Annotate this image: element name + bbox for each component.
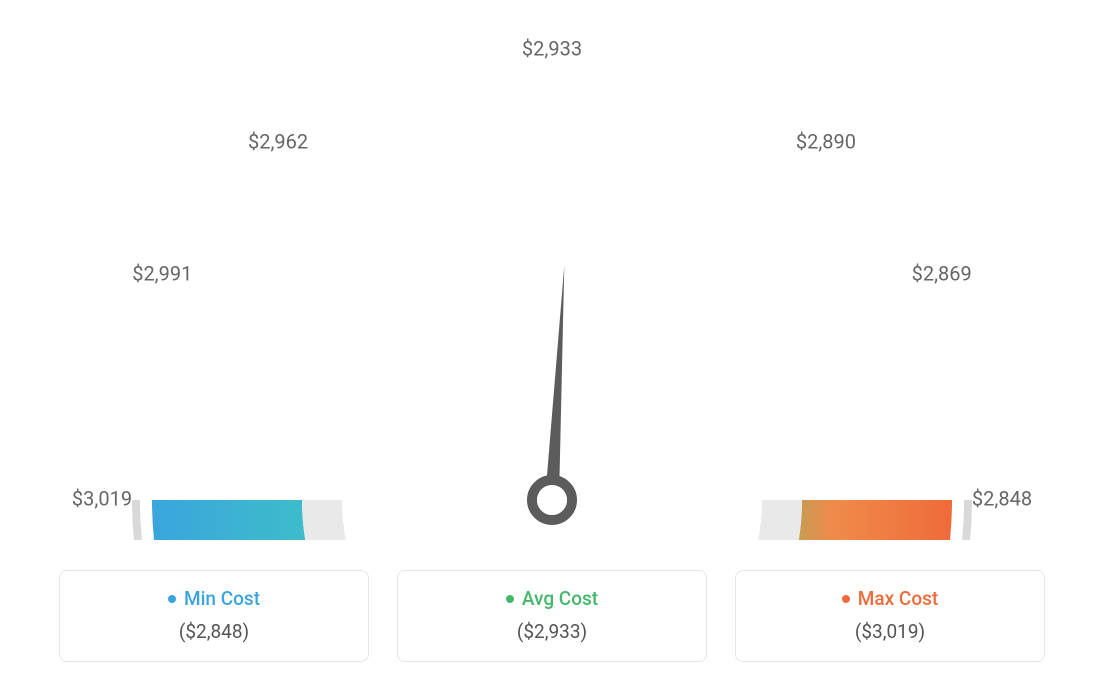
legend-value-max: ($3,019) bbox=[746, 620, 1034, 643]
svg-text:$2,848: $2,848 bbox=[972, 486, 1032, 510]
legend-card-max: Max Cost ($3,019) bbox=[735, 570, 1045, 662]
legend-title-min: Min Cost bbox=[168, 587, 260, 610]
legend-card-min: Min Cost ($2,848) bbox=[59, 570, 369, 662]
gauge-container: $2,848 $2,869 $2,890 $2,933 $2,962 $2,991 $3,0… bbox=[40, 20, 1064, 540]
svg-text:$2,933: $2,933 bbox=[522, 36, 582, 60]
legend-title-avg: Avg Cost bbox=[506, 587, 598, 610]
legend-row: Min Cost ($2,848) Avg Cost ($2,933) Max … bbox=[40, 570, 1064, 662]
svg-text:$2,962: $2,962 bbox=[248, 129, 308, 153]
gauge-svg: $2,848 $2,869 $2,890 $2,933 $2,962 $2,991 $3,0… bbox=[40, 20, 1064, 540]
legend-title-label: Max Cost bbox=[858, 587, 938, 610]
legend-value-min: ($2,848) bbox=[70, 620, 358, 643]
legend-title-label: Min Cost bbox=[184, 587, 260, 610]
svg-text:$2,991: $2,991 bbox=[132, 261, 192, 285]
dot-icon bbox=[842, 595, 850, 603]
svg-text:$3,019: $3,019 bbox=[72, 486, 132, 510]
legend-title-max: Max Cost bbox=[842, 587, 938, 610]
svg-text:$2,890: $2,890 bbox=[796, 129, 856, 153]
legend-card-avg: Avg Cost ($2,933) bbox=[397, 570, 707, 662]
svg-text:$2,869: $2,869 bbox=[912, 261, 972, 285]
dot-icon bbox=[506, 595, 514, 603]
dot-icon bbox=[168, 595, 176, 603]
legend-value-avg: ($2,933) bbox=[408, 620, 696, 643]
legend-title-label: Avg Cost bbox=[522, 587, 598, 610]
